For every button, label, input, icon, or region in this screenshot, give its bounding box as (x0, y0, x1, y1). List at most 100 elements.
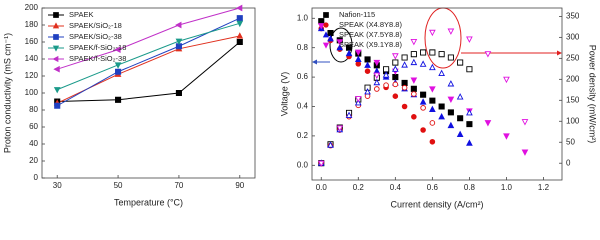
marker (354, 55, 362, 62)
legend-label: SPAEK/f-SiO₂-38 (69, 54, 126, 63)
x-tick-label: 30 (53, 181, 62, 190)
marker (53, 65, 60, 73)
arrow-head (312, 59, 317, 65)
marker (317, 23, 325, 30)
x-tick-label: 50 (114, 181, 123, 190)
marker (429, 49, 436, 56)
y2-tick-label: 250 (566, 53, 580, 62)
marker (236, 38, 243, 46)
marker (419, 60, 427, 67)
marker (327, 35, 334, 42)
legend-marker (322, 42, 330, 49)
marker (392, 59, 399, 66)
series-line (57, 41, 241, 102)
marker (373, 78, 381, 86)
marker (345, 49, 353, 57)
y-tick-label: 60 (29, 122, 38, 131)
marker (114, 62, 122, 69)
marker (373, 59, 381, 67)
marker (429, 138, 436, 145)
marker (345, 44, 353, 51)
y-tick-label: 0.6 (297, 72, 309, 81)
y-tick-label: 0.2 (297, 131, 309, 140)
marker (466, 36, 473, 43)
marker (503, 76, 510, 84)
marker (401, 103, 408, 110)
x-tick-label: 1.2 (538, 183, 550, 192)
marker (364, 88, 371, 95)
y2-tick-label: 300 (566, 32, 580, 41)
x-tick-label: 90 (235, 181, 244, 190)
marker (429, 105, 436, 112)
y-tick-label: 140 (25, 54, 39, 63)
y-tick-label: 40 (29, 139, 38, 148)
marker (429, 120, 436, 126)
marker (410, 39, 418, 46)
marker (383, 66, 390, 73)
marker (382, 71, 390, 78)
marker (457, 59, 464, 66)
y-tick-label: 20 (29, 156, 38, 165)
marker (401, 79, 408, 87)
marker (383, 82, 389, 88)
marker (438, 112, 445, 120)
y-tick-label: 160 (25, 37, 39, 46)
y2-tick-label: 50 (566, 137, 575, 146)
marker (447, 80, 455, 87)
marker (374, 86, 380, 92)
marker (318, 18, 325, 25)
marker (410, 58, 418, 66)
y-tick-label: 0.0 (297, 160, 309, 169)
marker (466, 109, 473, 116)
marker (411, 91, 417, 97)
marker (466, 139, 473, 146)
x-tick-label: 0.6 (427, 183, 439, 192)
marker (457, 115, 464, 122)
legend-label: SPAEK/f-SiO₂-18 (69, 43, 126, 52)
marker (175, 21, 182, 29)
marker (429, 86, 436, 93)
y2-axis-title: Power density (mW/cm²) (588, 45, 598, 144)
marker (401, 84, 408, 91)
y-tick-label: 180 (25, 20, 39, 29)
marker (466, 121, 473, 128)
marker (354, 96, 362, 103)
marker (401, 61, 408, 68)
marker (466, 66, 473, 73)
legend-marker (52, 22, 60, 29)
series-line (57, 22, 240, 91)
marker (484, 51, 492, 58)
marker (503, 133, 510, 140)
marker (336, 43, 344, 51)
y-tick-label: 0.8 (297, 43, 309, 52)
marker (420, 91, 427, 98)
marker (429, 29, 436, 37)
x-tick-label: 0.8 (464, 183, 476, 192)
x-axis-title: Temperature (°C) (114, 197, 183, 207)
marker (484, 120, 492, 127)
legend-label: SPEAK (X9.1Y8.8) (339, 40, 402, 49)
x-tick-label: 0.0 (316, 183, 328, 192)
y-tick-label: 0.4 (297, 102, 309, 111)
marker (364, 56, 371, 63)
marker (236, 32, 244, 39)
marker (317, 160, 325, 168)
y-axis-title: Proton conductivity (mS cm⁻¹) (2, 33, 12, 153)
x-tick-label: 0.2 (353, 183, 365, 192)
arrow-head (557, 50, 562, 56)
legend-label: SPEAK (X7.5Y8.8) (339, 30, 402, 39)
marker (429, 63, 436, 71)
marker (327, 141, 334, 148)
y2-tick-label: 350 (566, 11, 580, 20)
marker (447, 121, 455, 129)
marker (115, 68, 122, 75)
y2-tick-label: 150 (566, 95, 580, 104)
marker (327, 29, 334, 37)
x-tick-label: 1.0 (501, 183, 513, 192)
marker (235, 4, 243, 12)
plot-frame (311, 7, 563, 181)
marker (438, 51, 445, 58)
marker (373, 72, 381, 79)
marker (115, 96, 122, 103)
marker (391, 65, 399, 72)
